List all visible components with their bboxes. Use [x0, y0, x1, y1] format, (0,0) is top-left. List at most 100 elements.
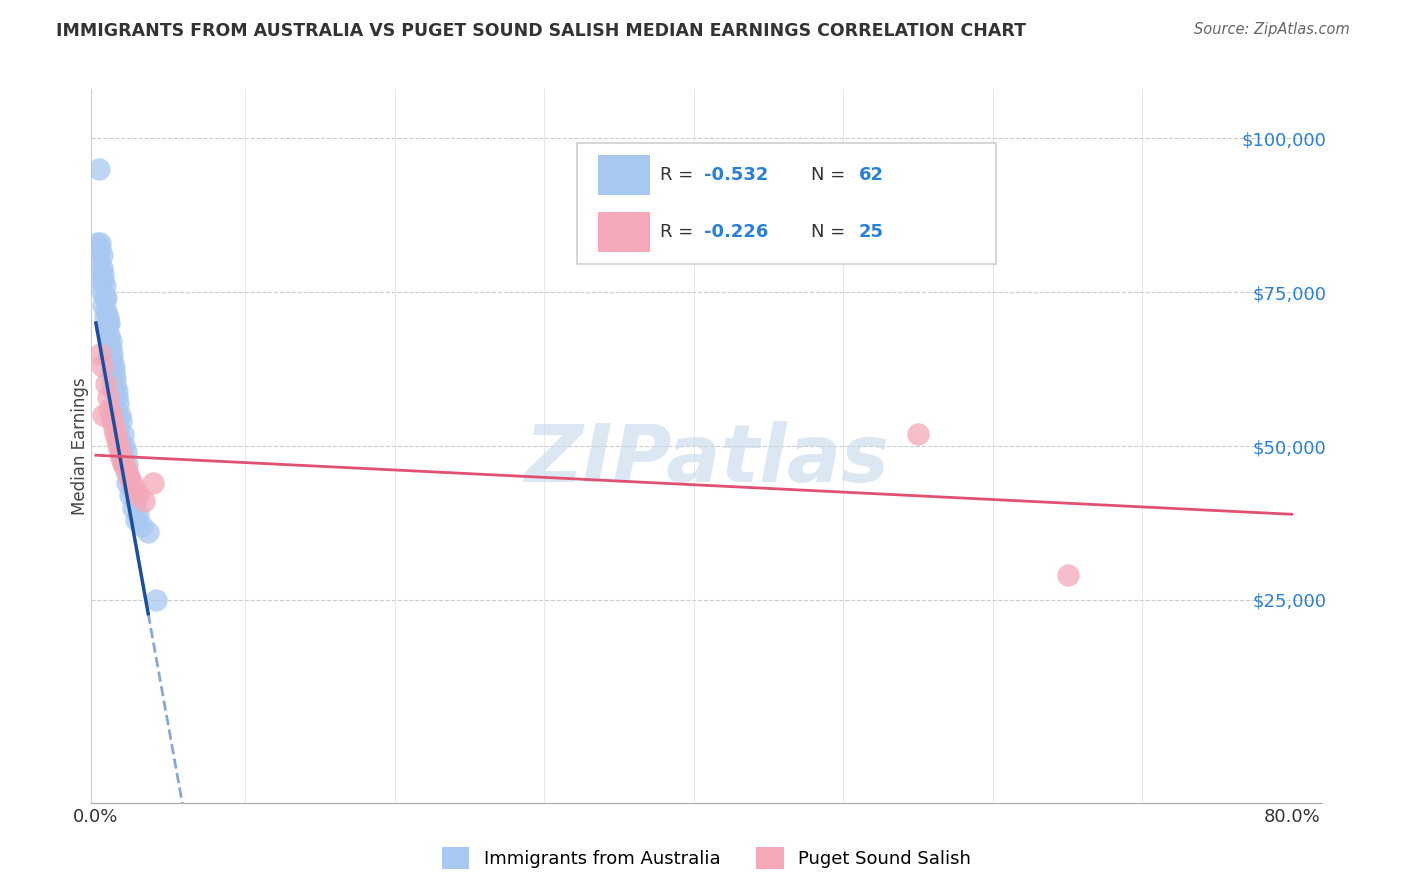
- Point: [105, 409, 128, 423]
- Point: [121, 482, 143, 496]
- Point: [108, 433, 131, 447]
- Point: [1056, 568, 1078, 582]
- Point: [94, 279, 117, 293]
- Point: [98, 316, 121, 330]
- Point: [107, 439, 129, 453]
- Point: [124, 494, 146, 508]
- Text: 62: 62: [859, 166, 884, 184]
- Point: [145, 592, 167, 607]
- Point: [108, 445, 131, 459]
- Point: [97, 310, 120, 324]
- Point: [132, 494, 155, 508]
- Point: [103, 384, 125, 398]
- Point: [122, 500, 145, 515]
- Point: [104, 402, 127, 417]
- Point: [87, 254, 110, 268]
- Point: [117, 475, 139, 490]
- Point: [96, 303, 118, 318]
- Point: [94, 310, 117, 324]
- Text: 25: 25: [859, 223, 884, 241]
- Point: [131, 519, 153, 533]
- Point: [117, 464, 139, 478]
- Point: [110, 439, 132, 453]
- Point: [110, 451, 132, 466]
- Point: [97, 316, 120, 330]
- Text: -0.226: -0.226: [704, 223, 769, 241]
- Text: R =: R =: [659, 223, 699, 241]
- Text: Source: ZipAtlas.com: Source: ZipAtlas.com: [1194, 22, 1350, 37]
- Point: [118, 469, 141, 483]
- Point: [104, 371, 127, 385]
- Point: [97, 390, 120, 404]
- Point: [107, 396, 129, 410]
- Point: [89, 347, 111, 361]
- Text: N =: N =: [811, 223, 851, 241]
- Point: [110, 414, 132, 428]
- Text: N =: N =: [811, 166, 851, 184]
- Point: [87, 162, 110, 177]
- Point: [93, 297, 115, 311]
- Point: [100, 341, 122, 355]
- Point: [111, 426, 134, 441]
- Point: [101, 347, 124, 361]
- Point: [86, 235, 108, 250]
- Point: [907, 426, 929, 441]
- Point: [100, 409, 122, 423]
- FancyBboxPatch shape: [599, 212, 650, 252]
- Point: [98, 328, 121, 343]
- Point: [103, 359, 125, 373]
- Point: [125, 513, 148, 527]
- Point: [108, 409, 131, 423]
- Text: IMMIGRANTS FROM AUSTRALIA VS PUGET SOUND SALISH MEDIAN EARNINGS CORRELATION CHAR: IMMIGRANTS FROM AUSTRALIA VS PUGET SOUND…: [56, 22, 1026, 40]
- Point: [142, 475, 165, 490]
- Point: [127, 507, 149, 521]
- Point: [127, 488, 149, 502]
- Point: [94, 291, 117, 305]
- Point: [111, 458, 134, 472]
- Point: [97, 334, 120, 349]
- FancyBboxPatch shape: [599, 155, 650, 194]
- Point: [105, 384, 128, 398]
- Point: [114, 464, 136, 478]
- Point: [112, 439, 135, 453]
- Point: [96, 322, 118, 336]
- Text: ZIPatlas: ZIPatlas: [524, 421, 889, 500]
- Point: [96, 377, 118, 392]
- Point: [98, 402, 121, 417]
- Point: [120, 488, 142, 502]
- Point: [96, 291, 118, 305]
- Point: [90, 285, 112, 300]
- Point: [89, 235, 111, 250]
- Point: [111, 451, 134, 466]
- Point: [124, 482, 146, 496]
- Y-axis label: Median Earnings: Median Earnings: [72, 377, 89, 515]
- Point: [103, 420, 125, 434]
- Point: [90, 260, 112, 275]
- Text: R =: R =: [659, 166, 699, 184]
- Point: [112, 458, 135, 472]
- FancyBboxPatch shape: [578, 143, 995, 264]
- Point: [121, 475, 143, 490]
- Point: [93, 273, 115, 287]
- Point: [101, 352, 124, 367]
- Point: [93, 409, 115, 423]
- Point: [136, 525, 159, 540]
- Point: [101, 414, 124, 428]
- Point: [89, 273, 111, 287]
- Legend: Immigrants from Australia, Puget Sound Salish: Immigrants from Australia, Puget Sound S…: [434, 839, 979, 876]
- Point: [93, 267, 115, 281]
- Point: [101, 377, 124, 392]
- Point: [90, 248, 112, 262]
- Point: [90, 359, 112, 373]
- Point: [98, 347, 121, 361]
- Point: [117, 458, 139, 472]
- Point: [105, 433, 128, 447]
- Point: [100, 334, 122, 349]
- Point: [114, 445, 136, 459]
- Point: [104, 377, 127, 392]
- Point: [107, 420, 129, 434]
- Text: -0.532: -0.532: [704, 166, 769, 184]
- Point: [103, 365, 125, 379]
- Point: [118, 469, 141, 483]
- Point: [100, 365, 122, 379]
